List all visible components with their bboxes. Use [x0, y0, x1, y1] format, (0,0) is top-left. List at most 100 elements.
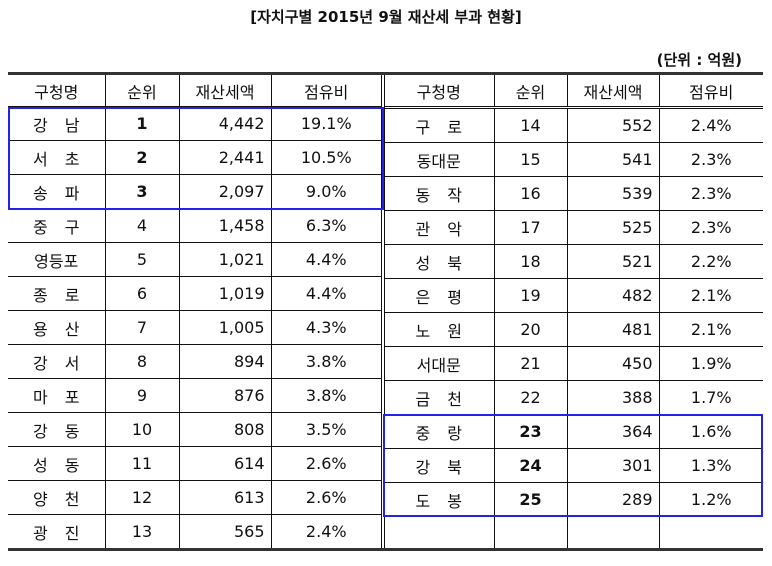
- table-row: 서 초 2 2,441 10.5%: [8, 140, 381, 175]
- rank-cell: 8: [104, 344, 180, 379]
- amount-cell: 4,442: [178, 106, 272, 141]
- share-cell: 1.7%: [658, 380, 763, 415]
- rank-cell: 24: [493, 448, 568, 483]
- rank-cell: 9: [104, 378, 180, 413]
- header-rank: 순위: [104, 75, 180, 107]
- district-cell: 영등포: [8, 242, 106, 277]
- district-cell: 송 파: [8, 174, 106, 209]
- share-cell: 2.1%: [658, 312, 763, 347]
- rank-cell: 11: [104, 446, 180, 481]
- rank-cell: [493, 516, 568, 550]
- district-cell: 광 진: [8, 514, 106, 548]
- amount-cell: 1,005: [178, 310, 272, 345]
- table-row: 노 원 20 481 2.1%: [384, 312, 763, 347]
- rank-cell: 23: [493, 414, 568, 449]
- rank-cell: 22: [493, 380, 568, 415]
- table-row: 강 동 10 808 3.5%: [8, 412, 381, 447]
- share-cell: 1.6%: [658, 414, 763, 449]
- header-amount: 재산세액: [178, 75, 272, 107]
- amount-cell: 808: [178, 412, 272, 447]
- table-row: 양 천 12 613 2.6%: [8, 480, 381, 515]
- table-row: 서대문 21 450 1.9%: [384, 346, 763, 381]
- district-cell: 마 포: [8, 378, 106, 413]
- share-cell: 3.8%: [270, 378, 381, 413]
- amount-cell: 894: [178, 344, 272, 379]
- amount-cell: 2,097: [178, 174, 272, 209]
- rank-cell: 25: [493, 482, 568, 517]
- share-cell: 9.0%: [270, 174, 381, 209]
- tax-table-left: 구청명 순위 재산세액 점유비 강 남 1 4,442 19.1% 서 초 2 2,441 1…: [8, 75, 381, 548]
- share-cell: 10.5%: [270, 140, 381, 175]
- rank-cell: 6: [104, 276, 180, 311]
- share-cell: 19.1%: [270, 106, 381, 141]
- share-cell: 2.3%: [658, 142, 763, 177]
- amount-cell: 1,019: [178, 276, 272, 311]
- share-cell: 1.2%: [658, 482, 763, 517]
- rank-cell: 13: [104, 514, 180, 548]
- rank-cell: 5: [104, 242, 180, 277]
- page-title: [자치구별 2015년 9월 재산세 부과 현황]: [250, 8, 522, 26]
- table-row: 구 로 14 552 2.4%: [384, 107, 763, 143]
- district-cell: 성 북: [384, 244, 495, 279]
- table-row: 광 진 13 565 2.4%: [8, 514, 381, 548]
- amount-cell: 301: [566, 448, 660, 483]
- unit-label: (단위 : 억원): [656, 51, 742, 69]
- share-cell: 4.4%: [270, 242, 381, 277]
- table-row: 성 북 18 521 2.2%: [384, 244, 763, 279]
- rank-cell: 12: [104, 480, 180, 515]
- rank-cell: 14: [493, 107, 568, 143]
- amount-cell: 481: [566, 312, 660, 347]
- table-row: 강 북 24 301 1.3%: [384, 448, 763, 483]
- district-cell: 중 랑: [384, 414, 495, 449]
- rank-cell: 2: [104, 140, 180, 175]
- rank-cell: 16: [493, 176, 568, 211]
- amount-cell: [566, 516, 660, 550]
- table-body-left: 강 남 1 4,442 19.1% 서 초 2 2,441 10.5% 송 파 3 2,097 9.0…: [8, 106, 381, 548]
- tax-table-right: 구청명 순위 재산세액 점유비 구 로 14 552 2.4% 동대문 15 541 2.3%…: [384, 75, 763, 550]
- rank-cell: 7: [104, 310, 180, 345]
- amount-cell: 541: [566, 142, 660, 177]
- share-cell: 2.2%: [658, 244, 763, 279]
- rank-cell: 1: [104, 106, 180, 141]
- header-amount: 재산세액: [566, 75, 660, 109]
- header-share: 점유비: [658, 75, 763, 109]
- rank-cell: 15: [493, 142, 568, 177]
- amount-cell: 388: [566, 380, 660, 415]
- header-district: 구청명: [8, 75, 106, 107]
- district-cell: [384, 516, 495, 550]
- share-cell: 3.8%: [270, 344, 381, 379]
- amount-cell: 364: [566, 414, 660, 449]
- share-cell: 1.9%: [658, 346, 763, 381]
- amount-cell: 1,021: [178, 242, 272, 277]
- district-cell: 서 초: [8, 140, 106, 175]
- district-cell: 중 구: [8, 208, 106, 243]
- share-cell: 4.4%: [270, 276, 381, 311]
- table-top-border: [8, 72, 763, 75]
- district-cell: 강 남: [8, 106, 106, 141]
- amount-cell: 289: [566, 482, 660, 517]
- share-cell: 4.3%: [270, 310, 381, 345]
- table-row: 마 포 9 876 3.8%: [8, 378, 381, 413]
- share-cell: 1.3%: [658, 448, 763, 483]
- district-cell: 구 로: [384, 107, 495, 143]
- district-cell: 도 봉: [384, 482, 495, 517]
- district-cell: 강 북: [384, 448, 495, 483]
- table-row: 강 남 1 4,442 19.1%: [8, 106, 381, 141]
- share-cell: 2.4%: [658, 107, 763, 143]
- district-cell: 동대문: [384, 142, 495, 177]
- amount-cell: 2,441: [178, 140, 272, 175]
- rank-cell: 19: [493, 278, 568, 313]
- district-cell: 은 평: [384, 278, 495, 313]
- header-rank: 순위: [493, 75, 568, 109]
- share-cell: 3.5%: [270, 412, 381, 447]
- district-cell: 서대문: [384, 346, 495, 381]
- table-row: 동대문 15 541 2.3%: [384, 142, 763, 177]
- share-cell: [658, 516, 763, 550]
- rank-cell: 18: [493, 244, 568, 279]
- share-cell: 2.1%: [658, 278, 763, 313]
- rank-cell: 21: [493, 346, 568, 381]
- district-cell: 금 천: [384, 380, 495, 415]
- amount-cell: 613: [178, 480, 272, 515]
- share-cell: 2.4%: [270, 514, 381, 548]
- rank-cell: 3: [104, 174, 180, 209]
